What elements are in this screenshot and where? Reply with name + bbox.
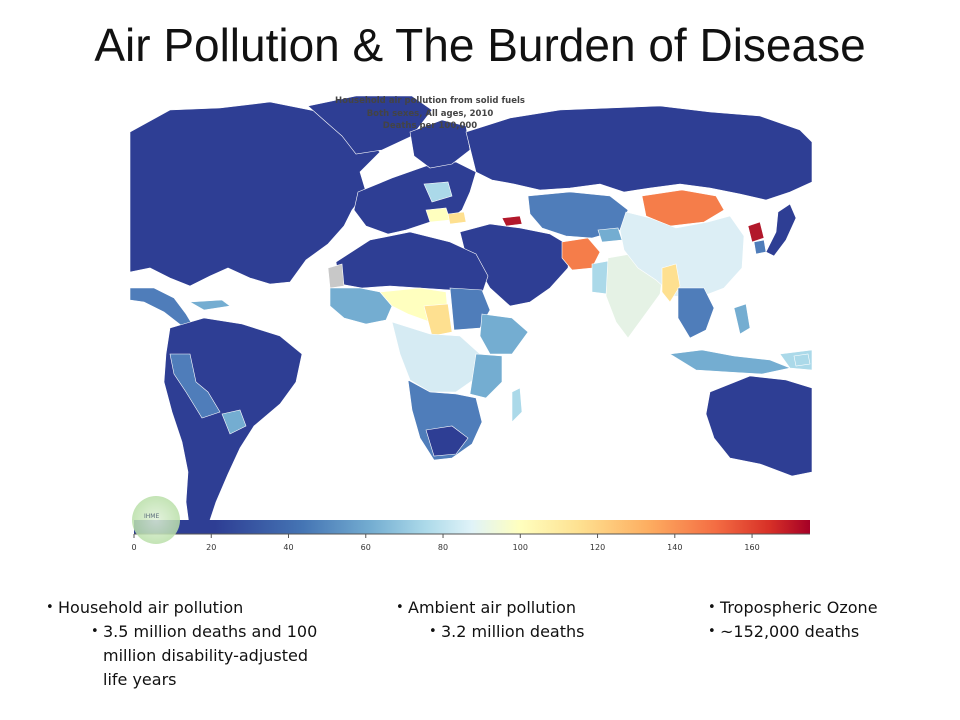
indonesia-region (669, 349, 792, 375)
colorbar-tick-label: 60 (361, 543, 371, 552)
central-africa-region (391, 321, 481, 393)
north-america-region (130, 101, 381, 287)
colorbar-ticks: 0 20 40 60 80 100 120 140 160 (131, 534, 760, 552)
sub-bullet-ambient: 3.2 million deaths (429, 620, 676, 644)
bullet-column-household: Household air pollution 3.5 million deat… (46, 596, 346, 692)
ihme-logo (132, 496, 180, 544)
russia-region (465, 105, 812, 201)
world-map-svg: 0 20 40 60 80 100 120 140 160 IHME (130, 95, 812, 552)
balkans-region (425, 207, 451, 223)
colorbar-tick-label: 140 (667, 543, 682, 552)
eastern-europe-region (423, 181, 453, 203)
colorbar-tick-label: 0 (131, 543, 136, 552)
australia-region (705, 375, 812, 477)
andes-region (169, 353, 221, 419)
bullet-column-ozone: Tropospheric Ozone ~152,000 deaths (708, 596, 948, 644)
colorbar-tick-label: 80 (438, 543, 448, 552)
philippines-region (733, 303, 751, 335)
georgia-region (501, 215, 523, 227)
western-sahara-region (327, 263, 345, 289)
southeast-asia-region (677, 287, 715, 339)
colorbar-tick-label: 100 (513, 543, 528, 552)
east-africa-region (469, 353, 503, 399)
north-korea-region (747, 221, 765, 243)
central-america-region (130, 287, 193, 327)
bullet-column-ambient: Ambient air pollution 3.2 million deaths (396, 596, 676, 644)
world-map: 0 20 40 60 80 100 120 140 160 IHME (130, 92, 812, 560)
paraguay-region (221, 409, 247, 435)
china-region (619, 211, 745, 299)
bullet-household: Household air pollution (46, 596, 346, 620)
west-africa-region (329, 287, 393, 325)
map-title-line-2: Both sexes, All ages, 2010 (366, 108, 494, 119)
map-header: Household air pollution from solid fuels… (300, 95, 560, 133)
colorbar-tick-label: 120 (590, 543, 605, 552)
colorbar-tick-label: 40 (283, 543, 293, 552)
map-title-line-3: Deaths per 100,000 (382, 121, 478, 131)
map-title-line-1: Household air pollution from solid fuels (335, 96, 525, 106)
south-africa-region (425, 425, 469, 457)
colorbar-tick-label: 20 (206, 543, 216, 552)
sub-bullet-ozone: ~152,000 deaths (708, 620, 948, 644)
colorbar-tick-label: 160 (744, 543, 759, 552)
mongolia-region (641, 189, 725, 227)
tajik-region (597, 227, 623, 243)
madagascar-region (511, 387, 523, 423)
pacific-islands-region (793, 353, 811, 367)
slide-title: Air Pollution & The Burden of Disease (94, 19, 866, 71)
japan-region (765, 203, 797, 257)
caribbean-region (188, 299, 231, 311)
bullet-ambient: Ambient air pollution (396, 596, 676, 620)
chad-region (423, 303, 453, 337)
ihme-logo-text: IHME (144, 513, 159, 520)
southeast-europe-region (447, 211, 467, 225)
scandinavia-region (409, 119, 471, 169)
south-korea-region (753, 239, 767, 255)
bullet-ozone: Tropospheric Ozone (708, 596, 948, 620)
myanmar-region (661, 263, 681, 303)
horn-of-africa-region (479, 313, 529, 355)
greenland-region (307, 95, 433, 155)
sub-bullet-household: 3.5 million deaths and 100 million disab… (91, 620, 333, 692)
colorbar (134, 520, 810, 534)
